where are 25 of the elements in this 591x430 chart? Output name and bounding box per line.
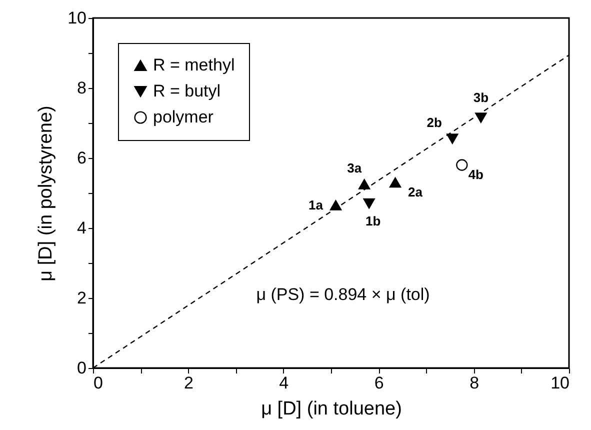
annotation: 4b [468, 167, 484, 182]
annotation: 3a [347, 160, 362, 176]
y-tick-label: 4 [77, 218, 86, 238]
annotation: 2a [408, 184, 424, 200]
annotation: 2b [426, 114, 442, 130]
y-tick-label: 6 [77, 148, 86, 168]
y-tick-label: 0 [77, 358, 86, 378]
x-tick-label: 6 [374, 374, 384, 392]
y-axis-title: μ [D] (in polystyrene) [36, 106, 57, 282]
y-tick-label: 8 [77, 78, 86, 98]
annotation: 1b [365, 214, 381, 228]
x-tick-label: 8 [470, 374, 480, 392]
x-tick-label: 10 [550, 374, 570, 392]
annotation: μ (PS) = 0.894 × μ (tol) [256, 285, 430, 304]
x-tick-label: 0 [94, 374, 103, 392]
x-axis-title: μ [D] (in toluene) [261, 398, 402, 420]
legend-label: R = butyl [153, 82, 221, 100]
annotation: 1a [308, 197, 324, 212]
annotation: 3b [473, 90, 489, 105]
y-tick-label: 2 [77, 288, 86, 308]
x-tick-label: 2 [184, 374, 194, 392]
y-tick-label: 10 [68, 8, 86, 28]
legend-label: polymer [153, 108, 214, 126]
x-tick-label: 4 [279, 374, 289, 392]
legend-label: R = methyl [153, 56, 235, 74]
